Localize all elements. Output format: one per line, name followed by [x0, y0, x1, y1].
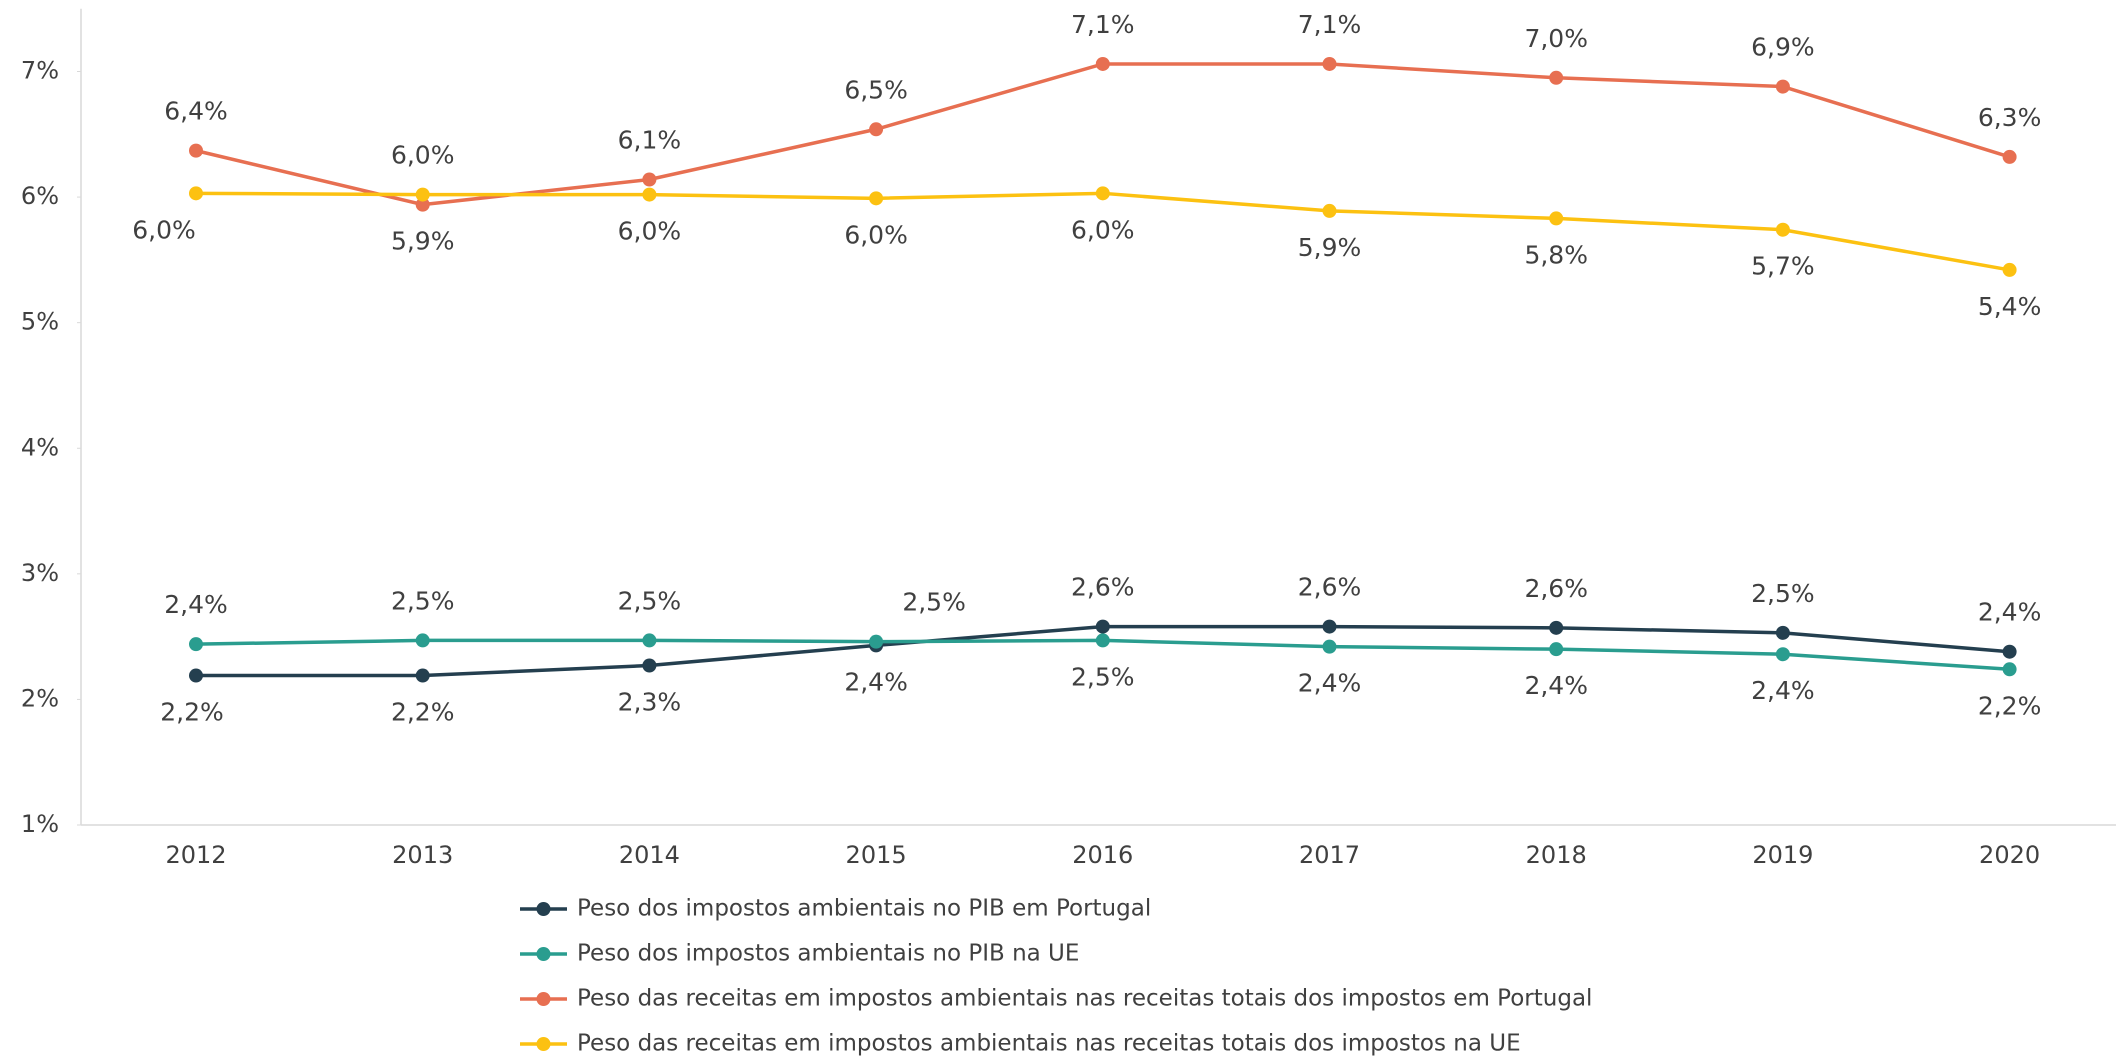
data-point [642, 633, 657, 648]
x-tick-label: 2014 [619, 841, 680, 869]
data-label: 2,6% [1298, 573, 1362, 602]
data-label: 6,0% [391, 141, 455, 170]
data-label: 2,6% [1524, 574, 1588, 603]
data-label: 2,6% [1071, 573, 1135, 602]
data-point [642, 187, 657, 202]
data-point [869, 191, 884, 206]
x-tick-label: 2017 [1299, 841, 1360, 869]
data-point [1095, 619, 1110, 634]
data-point [1322, 639, 1337, 654]
data-point [1322, 619, 1337, 634]
data-label: 5,8% [1524, 240, 1588, 269]
data-point [1775, 79, 1790, 94]
data-point [1549, 642, 1564, 657]
data-label: 6,1% [618, 126, 682, 155]
data-point [189, 186, 203, 201]
data-label: 2,4% [164, 590, 228, 619]
data-label: 2,4% [1524, 671, 1588, 700]
data-point [1322, 56, 1337, 71]
data-point [869, 634, 884, 649]
data-label: 6,0% [618, 217, 682, 246]
data-label: 5,7% [1751, 252, 1815, 281]
data-point [189, 637, 203, 652]
legend-label: Peso das receitas em impostos ambientais… [577, 1031, 1521, 1057]
data-label: 2,2% [1978, 691, 2042, 720]
x-tick-label: 2019 [1752, 841, 1813, 869]
data-point [1095, 633, 1110, 648]
legend-label: Peso dos impostos ambientais no PIB na U… [577, 941, 1079, 967]
data-point [415, 187, 430, 202]
legend-marker [536, 1037, 551, 1051]
legend-marker [536, 947, 551, 961]
y-tick-label: 2% [21, 684, 59, 712]
data-label: 2,2% [160, 698, 224, 727]
x-tick-label: 2015 [846, 841, 907, 869]
data-label: 6,9% [1751, 33, 1815, 62]
data-point [415, 668, 430, 683]
data-label: 2,4% [1978, 598, 2042, 627]
data-point [642, 172, 657, 187]
x-tick-label: 2016 [1072, 841, 1133, 869]
data-label: 7,1% [1298, 10, 1362, 39]
y-tick-label: 7% [21, 57, 59, 85]
data-label: 2,4% [844, 667, 908, 696]
legend-marker [536, 992, 551, 1006]
data-label: 6,0% [844, 220, 908, 249]
data-point [189, 668, 203, 683]
data-point [2002, 262, 2017, 277]
data-label: 5,9% [1298, 233, 1362, 262]
x-tick-label: 2020 [1979, 841, 2040, 869]
data-point [1549, 70, 1564, 85]
data-point [1095, 186, 1110, 201]
y-tick-label: 3% [21, 559, 59, 587]
data-label: 6,5% [844, 75, 908, 104]
data-point [869, 122, 884, 137]
data-point [1775, 625, 1790, 640]
legend-marker [536, 902, 551, 916]
data-point [1549, 620, 1564, 635]
y-tick-label: 5% [21, 308, 59, 336]
data-label: 2,5% [902, 588, 966, 617]
data-label: 6,0% [1071, 215, 1135, 244]
data-label: 7,1% [1071, 10, 1135, 39]
data-point [2002, 662, 2017, 677]
data-point [415, 197, 430, 212]
data-point [2002, 149, 2017, 164]
data-point [1775, 222, 1790, 237]
data-point [1095, 56, 1110, 71]
data-label: 2,5% [1071, 662, 1135, 691]
data-point [1775, 647, 1790, 662]
data-point [2002, 644, 2017, 659]
x-tick-label: 2013 [392, 841, 453, 869]
data-label: 2,2% [391, 698, 455, 727]
data-point [642, 658, 657, 673]
data-label: 2,5% [618, 586, 682, 615]
x-tick-label: 2018 [1526, 841, 1587, 869]
legend-label: Peso das receitas em impostos ambientais… [577, 986, 1592, 1012]
data-label: 2,4% [1751, 676, 1815, 705]
data-label: 7,0% [1524, 24, 1588, 53]
x-tick-label: 2012 [165, 841, 226, 869]
legend-label: Peso dos impostos ambientais no PIB em P… [577, 896, 1151, 922]
series-line [195, 62, 2011, 207]
data-label: 6,0% [132, 215, 196, 244]
data-label: 2,5% [391, 586, 455, 615]
data-point [1549, 211, 1564, 226]
data-label: 2,4% [1298, 669, 1362, 698]
y-tick-label: 1% [21, 810, 59, 838]
y-tick-label: 6% [21, 182, 59, 210]
data-point [415, 633, 430, 648]
data-label: 6,4% [164, 97, 228, 126]
data-label: 5,9% [391, 227, 455, 256]
data-label: 5,4% [1978, 292, 2042, 321]
data-label: 2,5% [1751, 579, 1815, 608]
data-point [1322, 203, 1337, 218]
data-label: 2,3% [618, 688, 682, 717]
data-point [189, 143, 203, 158]
y-tick-label: 4% [21, 433, 59, 461]
data-label: 6,3% [1978, 103, 2042, 132]
